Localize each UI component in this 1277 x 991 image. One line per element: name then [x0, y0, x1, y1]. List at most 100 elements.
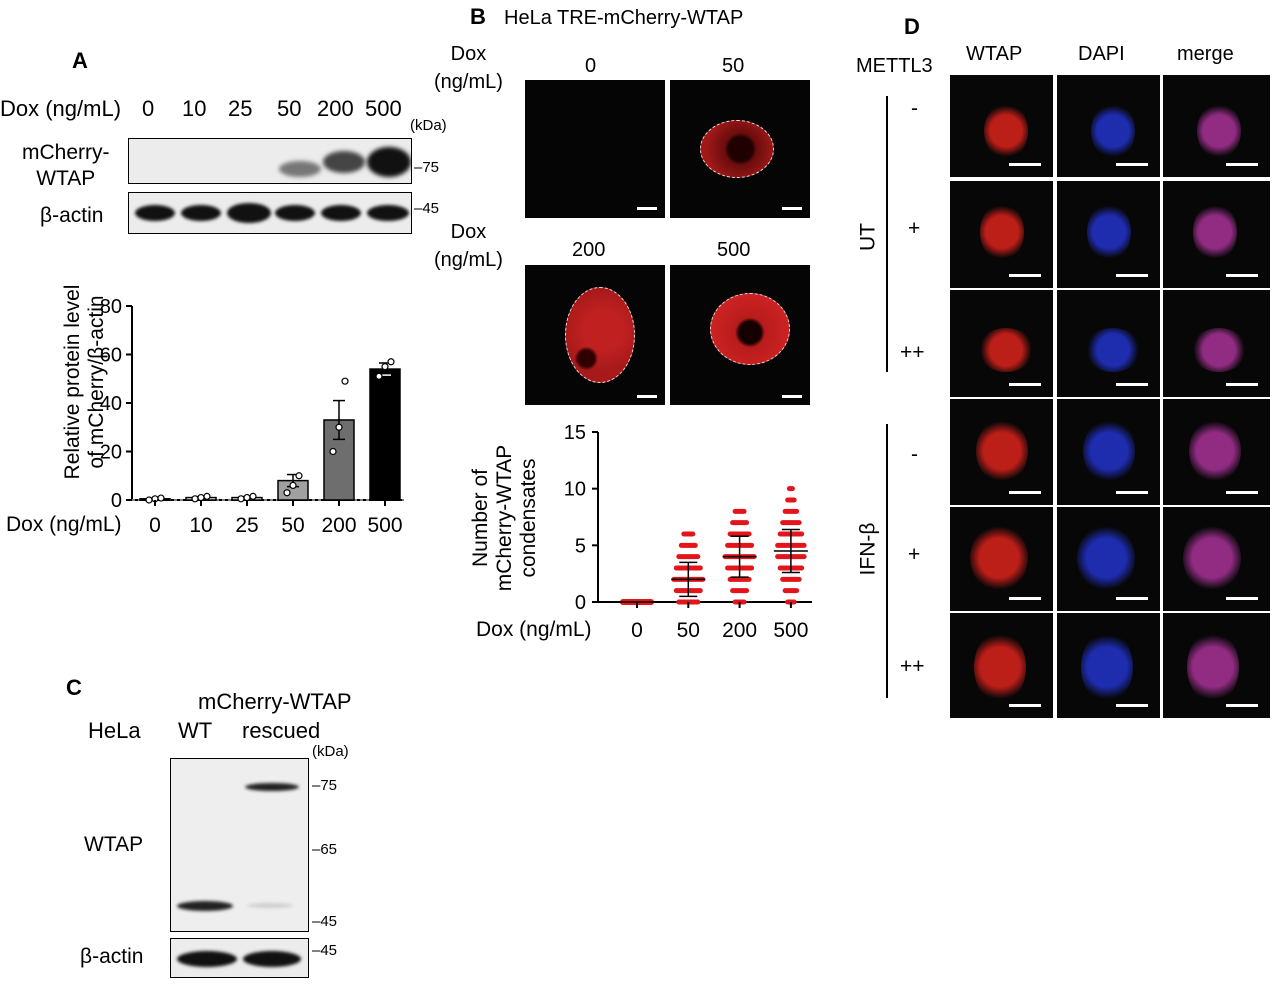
chart-b-ylabel: Number of mCherry-WTAP condensates [469, 444, 540, 592]
data-point [249, 492, 257, 500]
panel-d-label: D [904, 14, 920, 39]
nucleus [1183, 525, 1241, 591]
if-micrograph-tile [950, 507, 1053, 611]
panel-d-image-grid [950, 75, 1270, 718]
band [279, 161, 321, 177]
blot-row-label-mcherry: mCherry- WTAP [22, 141, 110, 190]
data-point [678, 542, 698, 548]
nucleus [1081, 631, 1133, 703]
y-tick-label: 0 [111, 490, 122, 512]
data-point [203, 492, 211, 500]
if-micrograph-tile [1163, 181, 1270, 288]
y-tick-label: 10 [564, 479, 586, 501]
data-point [341, 377, 349, 385]
nucleus [976, 419, 1028, 483]
nucleus [1085, 328, 1141, 372]
band [275, 205, 315, 221]
kda-marker: –45 [414, 200, 440, 217]
level-label: - [911, 97, 918, 120]
micrograph-tile [670, 80, 810, 218]
x-tick-label: 200 [321, 514, 356, 537]
data-point [732, 508, 747, 514]
scale-bar [782, 207, 802, 210]
tile-dose-label: 500 [717, 239, 751, 261]
panel-b-title: HeLa TRE-mCherry-WTAP [504, 7, 744, 29]
band [321, 205, 361, 221]
dose-label: 200 [317, 96, 354, 121]
kda-marker: –65 [312, 841, 338, 858]
dose-label: 500 [365, 96, 402, 121]
if-micrograph-tile [1163, 290, 1270, 397]
if-micrograph-tile [1163, 399, 1270, 505]
scale-bar [637, 207, 657, 210]
y-tick-label: 5 [575, 535, 586, 557]
panel-c-label: C [66, 675, 82, 700]
band [243, 951, 301, 967]
data-point [780, 576, 802, 582]
group-bracket [886, 424, 888, 698]
nucleus [984, 103, 1028, 159]
group-label: UT [856, 223, 880, 251]
band [367, 147, 411, 177]
nucleus [710, 293, 790, 365]
micrograph-tile [670, 265, 810, 405]
nucleus [1091, 103, 1135, 159]
scale-bar [1009, 491, 1041, 494]
x-tick-label: 0 [149, 514, 161, 537]
y-tick-label: 0 [575, 592, 586, 614]
scale-bar [1009, 704, 1041, 707]
band [367, 205, 409, 221]
if-micrograph-tile [950, 613, 1053, 718]
band [181, 205, 221, 221]
if-micrograph-tile [1057, 181, 1160, 288]
data-point [727, 576, 752, 582]
dose-label: 0 [142, 96, 155, 121]
data-point [785, 497, 797, 503]
dose-label: 10 [182, 96, 207, 121]
band [227, 203, 271, 223]
nucleus [974, 631, 1026, 703]
tile-dose-label: 50 [722, 55, 745, 77]
lane-label: rescued [242, 718, 321, 743]
scale-bar [637, 395, 657, 398]
mettl3-header: METTL3 [856, 55, 933, 77]
chart-b-xlabel: Dox (ng/mL) [476, 618, 592, 641]
cell-line-label: HeLa [88, 718, 141, 743]
data-point [157, 494, 165, 502]
nucleus [980, 203, 1024, 261]
scale-bar [1116, 597, 1148, 600]
nucleus [1191, 328, 1247, 372]
data-point [329, 447, 337, 456]
blot-wtap [170, 758, 309, 932]
if-micrograph-tile [1163, 613, 1270, 718]
nucleus [970, 525, 1028, 591]
if-micrograph-tile [1057, 507, 1160, 611]
blot-beta-actin-c [170, 938, 309, 978]
if-micrograph-tile [1163, 507, 1270, 611]
x-tick-label: 25 [235, 514, 258, 537]
data-point [283, 489, 291, 497]
scale-bar [1116, 491, 1148, 494]
data-point [780, 520, 802, 526]
scale-bar [1009, 597, 1041, 600]
scale-bar [1226, 597, 1258, 600]
nucleus [1187, 631, 1239, 703]
scale-bar [1226, 163, 1258, 166]
data-point [381, 363, 389, 371]
data-point [730, 520, 750, 526]
x-tick-label: 500 [367, 514, 402, 537]
scale-bar [1116, 274, 1148, 277]
if-micrograph-tile [950, 290, 1053, 397]
panel-a-label: A [72, 48, 88, 73]
x-tick-label: 50 [677, 619, 700, 642]
column-header: DAPI [1078, 43, 1125, 65]
kda-label: (kDa) [312, 743, 349, 760]
tile-dose-label: 200 [572, 239, 606, 261]
blot-mcherry-wtap [128, 138, 412, 184]
if-micrograph-tile [1057, 613, 1160, 718]
y-tick-label: 80 [100, 296, 122, 318]
data-point [681, 531, 696, 537]
blot-row-label-wtap: WTAP [84, 833, 144, 856]
scale-bar [1116, 163, 1148, 166]
x-tick-label: 50 [281, 514, 304, 537]
